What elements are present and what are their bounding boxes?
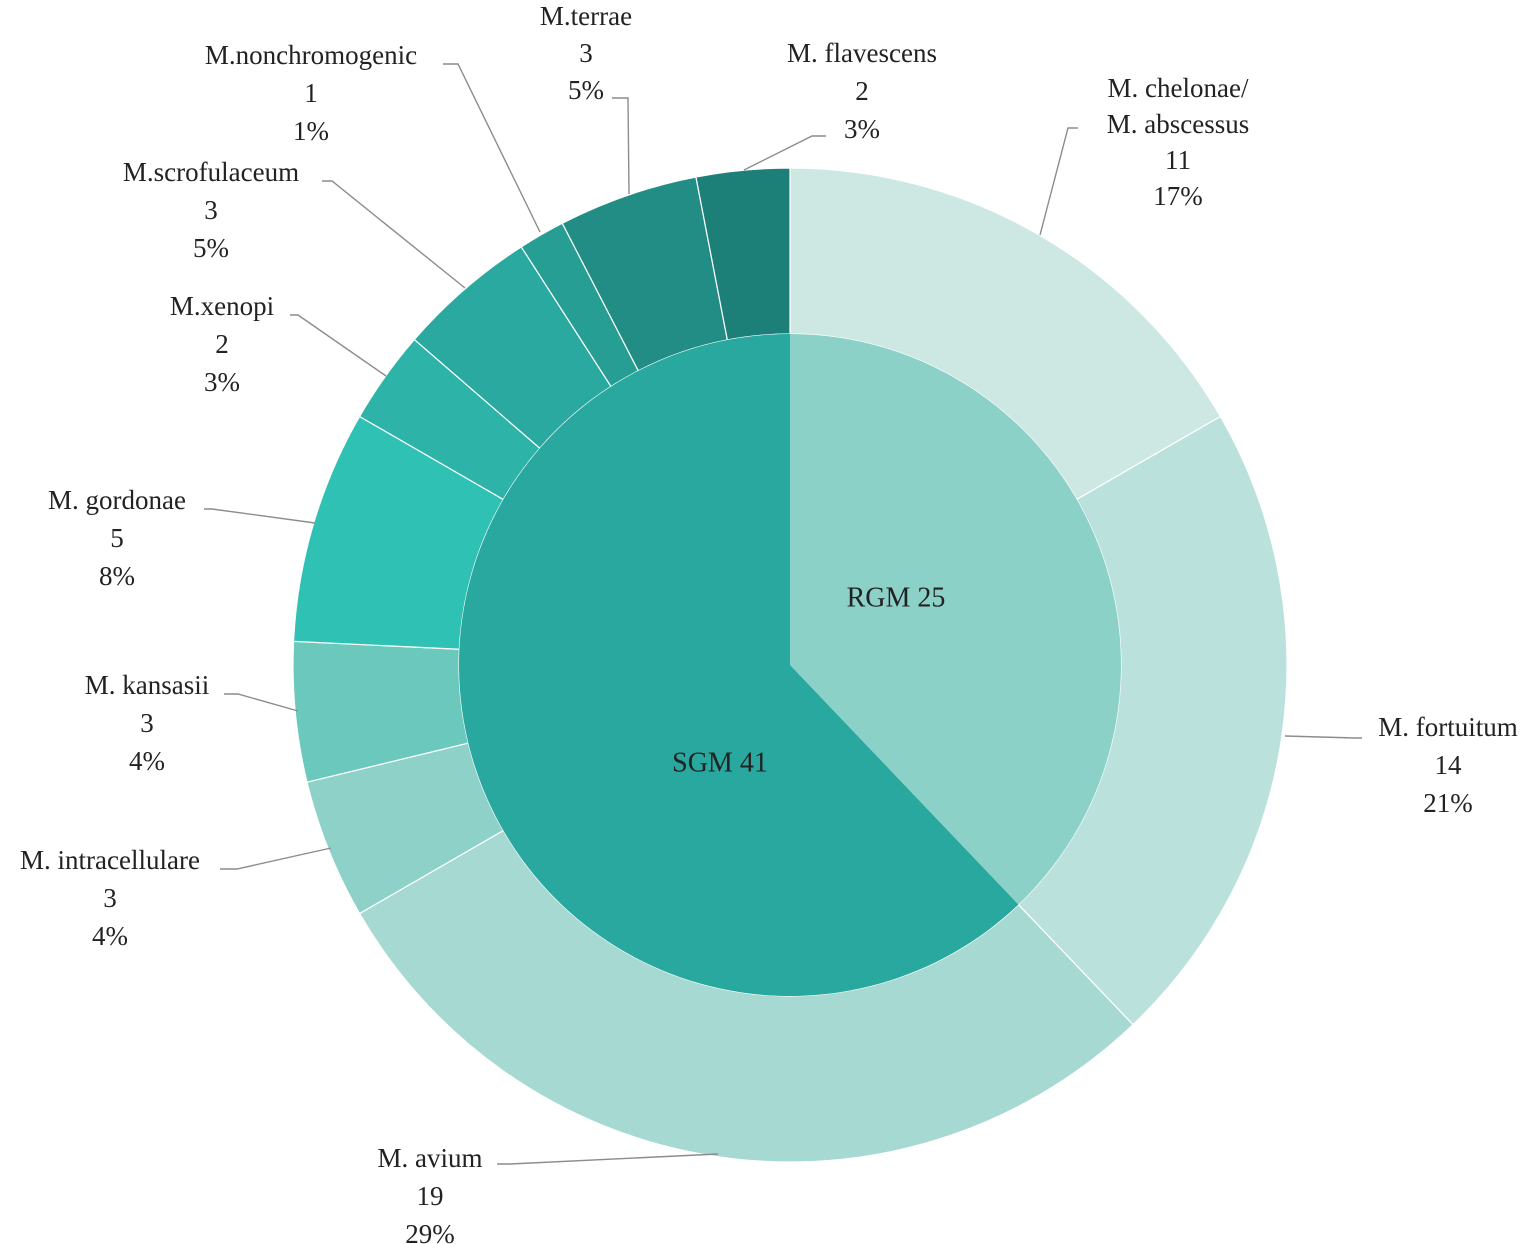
leader-line-m-gordonae [204,508,316,524]
leader-line-m-nonchromogenic [443,63,541,233]
leader-line-m-terrae [612,97,630,195]
leader-line-m-kansasii [224,693,299,712]
leader-lines [204,63,1362,1165]
outer-label-m-gordonae: M. gordonae 5 8% [48,485,186,591]
inner-label-sgm: SGM 41 [672,747,768,778]
outer-label-m-avium: M. avium 19 29% [378,1143,483,1244]
outer-label-m-flavescens: M. flavescens 2 3% [787,38,937,144]
inner-ring [458,334,1121,996]
outer-label-m-terrae: M.terrae 3 5% [540,1,632,105]
outer-ring [292,167,1288,1163]
outer-label-m-scrofulaceum: M.scrofulaceum 3 5% [123,157,299,263]
segment-labels: RGM 25 SGM 41 M. chelonae/M. abscessus 11 17… [20,1,1518,1244]
outer-label-m-chelonae-m-abscessus: M. chelonae/M. abscessus 11 17% [1107,73,1250,211]
leader-line-m-intracellulare [220,847,332,870]
inner-label-rgm: RGM 25 [847,582,946,613]
leader-line-m-xenopi [290,314,387,377]
inner-slice-rgm [790,334,1121,905]
inner-slice-sgm [458,334,1019,996]
leader-line-m-fortuitum [1284,735,1362,739]
outer-label-m-kansasii: M. kansasii 3 4% [85,670,210,776]
leader-line-m-chelonae-m-abscessus [1039,127,1078,236]
outer-label-m-xenopi: M.xenopi 2 3% [170,291,274,397]
outer-label-m-nonchromogenic: M.nonchromogenic 1 1% [205,40,417,146]
leader-line-m-scrofulaceum [322,180,466,289]
leader-line-m-avium [497,1153,719,1165]
outer-label-m-fortuitum: M. fortuitum 14 21% [1378,712,1518,818]
outer-label-m-intracellulare: M. intracellulare 3 4% [20,845,200,951]
leader-line-m-flavescens [743,135,826,171]
